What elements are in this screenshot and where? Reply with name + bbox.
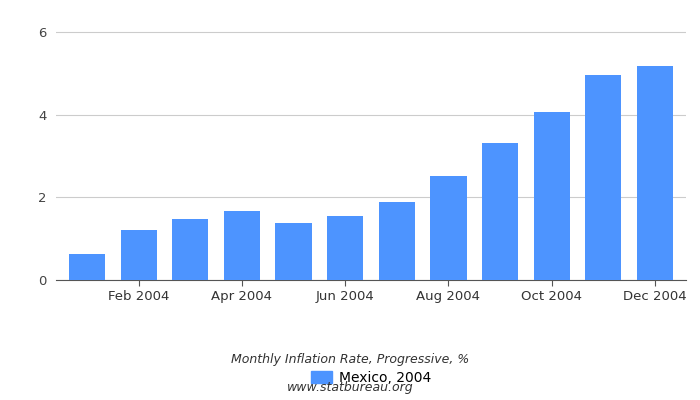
- Text: www.statbureau.org: www.statbureau.org: [287, 382, 413, 394]
- Bar: [637, 66, 673, 280]
- Bar: [69, 254, 105, 280]
- Legend: Mexico, 2004: Mexico, 2004: [305, 365, 437, 390]
- Text: Monthly Inflation Rate, Progressive, %: Monthly Inflation Rate, Progressive, %: [231, 354, 469, 366]
- Bar: [379, 202, 415, 280]
- Bar: [482, 143, 518, 280]
- Bar: [430, 176, 466, 280]
- Bar: [172, 219, 209, 280]
- Bar: [276, 223, 312, 280]
- Bar: [533, 112, 570, 280]
- Bar: [585, 75, 622, 280]
- Bar: [224, 212, 260, 280]
- Bar: [120, 230, 157, 280]
- Bar: [327, 216, 363, 280]
